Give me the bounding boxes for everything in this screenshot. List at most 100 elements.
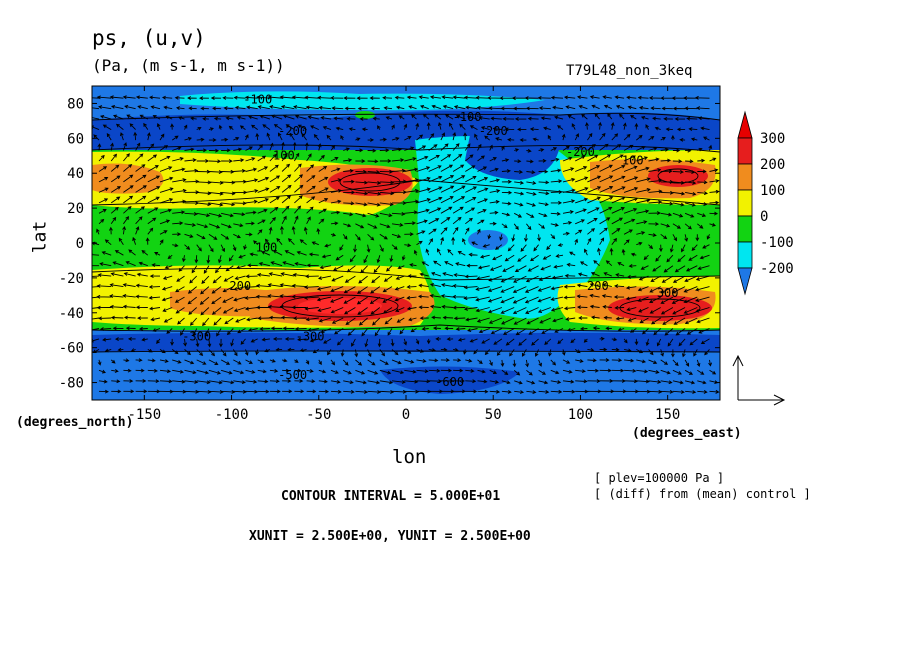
wind-vector <box>343 286 356 294</box>
wind-vector <box>159 230 168 235</box>
wind-vector <box>550 369 560 375</box>
wind-vector <box>255 283 270 288</box>
colorbar-label: 300 <box>760 131 785 147</box>
wind-vector <box>648 222 660 226</box>
wind-vector <box>562 231 570 236</box>
wind-vector <box>318 165 328 172</box>
wind-vector <box>697 212 707 217</box>
wind-vector <box>602 304 612 309</box>
wind-vector <box>367 191 382 196</box>
wind-vector <box>501 158 510 163</box>
wind-vector <box>291 294 307 299</box>
wind-vector <box>697 223 704 229</box>
wind-vector <box>562 199 576 204</box>
wind-vector <box>259 114 271 120</box>
wind-vector <box>174 296 185 303</box>
wind-vector <box>280 104 295 110</box>
wind-vector <box>451 236 455 245</box>
wind-vector <box>367 349 372 358</box>
wind-vector <box>330 389 342 394</box>
wind-vector <box>538 106 551 110</box>
wind-vector <box>278 132 283 141</box>
wind-vector <box>306 389 317 394</box>
wind-vector <box>660 169 673 174</box>
wind-vector <box>340 349 345 357</box>
wind-vector <box>500 296 515 304</box>
wind-vector <box>526 223 532 231</box>
wind-vector <box>415 338 420 345</box>
wind-vector <box>475 307 490 313</box>
wind-vector <box>233 201 247 206</box>
wind-vector <box>513 106 527 111</box>
wind-vector <box>648 233 657 237</box>
wind-vector <box>626 95 637 100</box>
wind-vector <box>345 317 356 325</box>
wind-vector <box>453 105 466 110</box>
wind-vector <box>587 165 601 172</box>
wind-vector <box>674 117 686 121</box>
run-label: T79L48_non_3keq <box>566 63 693 79</box>
wind-vector <box>207 338 212 348</box>
wind-vector <box>239 125 246 130</box>
wind-vector <box>538 380 549 385</box>
wind-vector <box>135 164 146 172</box>
wind-vector <box>98 209 107 214</box>
wind-vector <box>603 104 612 110</box>
wind-vector <box>281 141 285 151</box>
wind-vector <box>587 196 601 204</box>
wind-vector <box>520 244 527 252</box>
wind-vector <box>137 105 148 110</box>
region-central-blue-north <box>465 132 560 180</box>
wind-vector <box>636 187 651 193</box>
wind-vector <box>399 328 405 335</box>
wind-vector <box>587 228 596 235</box>
wind-vector <box>686 116 698 121</box>
wind-vector <box>250 338 258 343</box>
wind-vector <box>372 116 380 121</box>
wind-vector <box>514 117 527 121</box>
wind-vector <box>281 205 290 214</box>
wind-vector <box>413 249 418 256</box>
wind-vector <box>379 380 394 385</box>
wind-vector <box>279 225 284 235</box>
wind-vector <box>96 284 112 288</box>
wind-vector <box>112 326 124 331</box>
wind-vector <box>642 328 649 335</box>
wind-vector <box>416 166 431 172</box>
wind-vector <box>320 115 332 120</box>
wind-vector <box>110 196 121 204</box>
wind-vector <box>293 215 299 224</box>
wind-vector <box>465 369 475 373</box>
y-tick-label: -40 <box>59 306 84 322</box>
wind-vector <box>246 105 258 110</box>
wind-vector <box>261 250 271 256</box>
wind-vector <box>264 238 271 245</box>
wind-vector <box>685 265 698 272</box>
wind-vector <box>184 158 197 162</box>
wind-vector <box>110 216 117 225</box>
wind-vector <box>180 328 185 336</box>
wind-vector <box>574 155 586 162</box>
wind-vector <box>599 154 612 162</box>
wind-vector <box>135 153 144 162</box>
wind-vector <box>565 105 576 110</box>
wind-vector <box>141 250 149 256</box>
reference-vector-east <box>738 394 786 406</box>
wind-vector <box>379 369 392 375</box>
wind-vector <box>404 167 419 172</box>
wind-vector <box>660 147 669 152</box>
wind-vector <box>702 244 710 249</box>
wind-vector <box>245 210 257 215</box>
wind-vector <box>667 338 674 347</box>
wind-vector <box>492 254 503 261</box>
wind-vector <box>133 131 138 141</box>
wind-vector <box>488 317 503 324</box>
wind-vector <box>339 244 344 251</box>
wind-vector <box>356 96 368 101</box>
wind-vector <box>507 137 515 142</box>
wind-vector <box>636 198 651 204</box>
wind-vector <box>537 234 541 242</box>
wind-vector <box>415 122 420 130</box>
wind-vector <box>123 195 134 204</box>
wind-vector <box>135 379 147 383</box>
